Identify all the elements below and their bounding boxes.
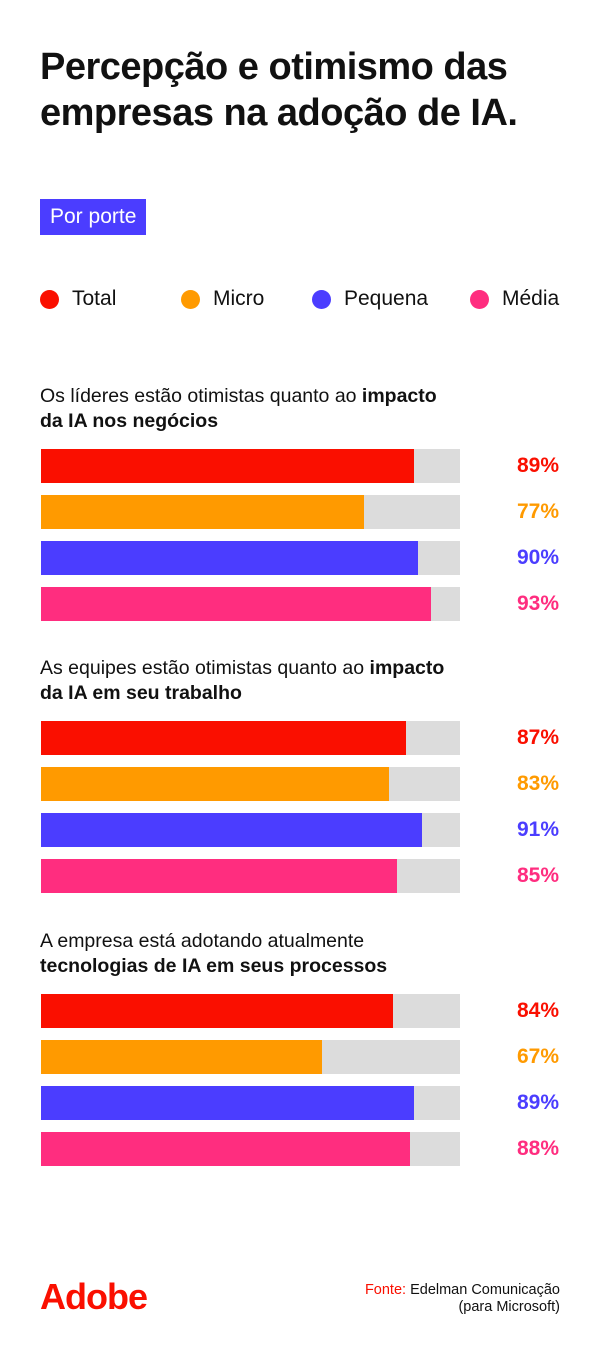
bar-track <box>41 1040 460 1074</box>
bar-média <box>41 1132 410 1166</box>
value-label: 89% <box>516 454 559 477</box>
source-note: Fonte: Edelman Comunicação (para Microso… <box>365 1282 560 1316</box>
bar-total <box>41 449 414 483</box>
bar-track <box>41 859 460 893</box>
legend-label: Pequena <box>344 287 429 310</box>
question-emphasis: impacto da IA em seu trabalho <box>40 657 445 704</box>
question-text: A empresa está adotando atualmente <box>40 930 365 952</box>
question-text: As equipes estão otimistas quanto ao <box>40 657 370 679</box>
source-label: Fonte: <box>364 1282 407 1298</box>
legend-dot-icon <box>312 289 331 309</box>
legend-dot-icon <box>40 289 59 309</box>
legend-item-0: Total <box>40 287 116 311</box>
legend-label: Total <box>72 287 117 310</box>
question-label: Os líderes estão otimistas quanto ao imp… <box>40 384 460 434</box>
bar-pequena <box>41 813 423 847</box>
value-label: 87% <box>516 726 559 749</box>
bar-track <box>41 1086 460 1120</box>
value-label: 85% <box>516 864 559 887</box>
value-label: 89% <box>516 1091 559 1114</box>
legend-item-3: Média <box>470 287 559 311</box>
bar-track <box>41 495 460 529</box>
bar-total <box>41 721 406 755</box>
bar-média <box>41 587 431 621</box>
bar-pequena <box>41 541 419 575</box>
value-label: 88% <box>516 1137 559 1160</box>
adobe-logo: Adobe <box>40 1276 148 1317</box>
chart-title: Percepção e otimismo das empresas na ado… <box>40 46 518 134</box>
segment-badge: Por porte <box>40 199 147 235</box>
bar-micro <box>41 495 364 529</box>
value-label: 91% <box>516 818 559 841</box>
bar-track <box>41 1132 460 1166</box>
bar-track <box>41 541 460 575</box>
question-emphasis: impacto da IA nos negócios <box>40 385 437 432</box>
bar-micro <box>41 1040 322 1074</box>
bar-track <box>41 767 460 801</box>
question-text: Os líderes estão otimistas quanto ao <box>40 385 362 407</box>
legend-item-1: Micro <box>181 287 264 311</box>
bar-track <box>41 813 460 847</box>
source-line-2: (para Microsoft) <box>458 1299 560 1315</box>
bar-pequena <box>41 1086 414 1120</box>
legend-dot-icon <box>181 289 200 309</box>
bar-track <box>41 587 460 621</box>
value-label: 83% <box>516 772 559 795</box>
bar-track <box>41 449 460 483</box>
legend-label: Micro <box>213 287 265 310</box>
question-label: A empresa está adotando atualmente tecno… <box>40 929 460 979</box>
question-label: As equipes estão otimistas quanto ao imp… <box>40 656 460 706</box>
value-label: 84% <box>516 999 559 1022</box>
bar-média <box>41 859 398 893</box>
bar-micro <box>41 767 389 801</box>
bar-track <box>41 721 460 755</box>
value-label: 67% <box>516 1045 559 1068</box>
value-label: 77% <box>516 500 559 523</box>
question-emphasis: tecnologias de IA em seus processos <box>40 955 388 977</box>
value-label: 90% <box>516 546 559 569</box>
value-label: 93% <box>516 592 559 615</box>
legend-label: Média <box>502 287 560 310</box>
bar-track <box>41 994 460 1028</box>
bar-total <box>41 994 393 1028</box>
legend-item-2: Pequena <box>312 287 428 311</box>
source-line-1: Edelman Comunicação <box>410 1282 560 1298</box>
legend-dot-icon <box>470 289 489 309</box>
